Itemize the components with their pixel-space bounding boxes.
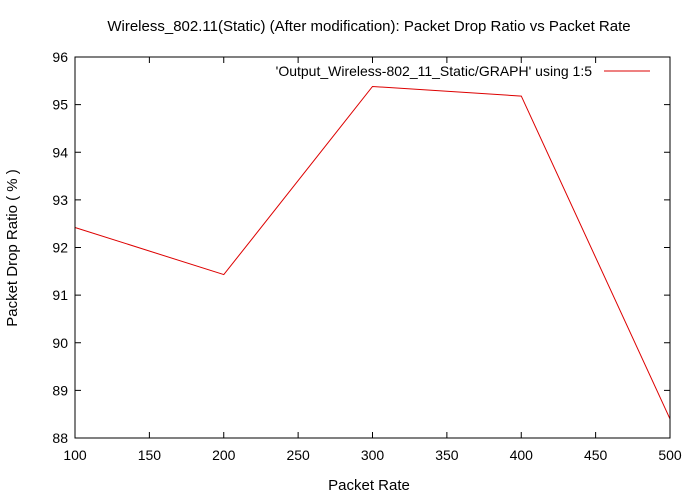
- x-tick-label: 150: [138, 447, 162, 463]
- y-tick-label: 96: [52, 49, 68, 65]
- y-tick-label: 89: [52, 382, 68, 398]
- y-tick-label: 93: [52, 192, 68, 208]
- x-tick-label: 100: [63, 447, 87, 463]
- x-tick-label: 300: [361, 447, 385, 463]
- y-axis-ticks: 88 89 90 91 92 93 94 95 96: [52, 49, 670, 446]
- y-tick-label: 91: [52, 287, 68, 303]
- x-axis-label: Packet Rate: [328, 477, 410, 494]
- x-tick-label: 250: [286, 447, 310, 463]
- x-axis-ticks: 100 150 200 250 300 350 400 450 500: [63, 57, 682, 463]
- x-tick-label: 500: [658, 447, 682, 463]
- y-tick-label: 95: [52, 97, 68, 113]
- x-tick-label: 400: [510, 447, 534, 463]
- chart-title: Wireless_802.11(Static) (After modificat…: [107, 18, 630, 35]
- x-tick-label: 350: [435, 447, 459, 463]
- series-line: [74, 85, 671, 420]
- legend-label: 'Output_Wireless-802_11_Static/GRAPH' us…: [276, 63, 593, 79]
- x-tick-label: 200: [212, 447, 236, 463]
- x-tick-label: 450: [584, 447, 608, 463]
- y-axis-label: Packet Drop Ratio ( % ): [4, 169, 21, 327]
- y-tick-label: 88: [52, 430, 68, 446]
- plot-area-border: [74, 56, 671, 439]
- legend: 'Output_Wireless-802_11_Static/GRAPH' us…: [276, 63, 650, 79]
- series-layer: [74, 85, 671, 420]
- y-tick-label: 94: [52, 144, 68, 160]
- y-tick-label: 90: [52, 335, 68, 351]
- y-tick-label: 92: [52, 240, 68, 256]
